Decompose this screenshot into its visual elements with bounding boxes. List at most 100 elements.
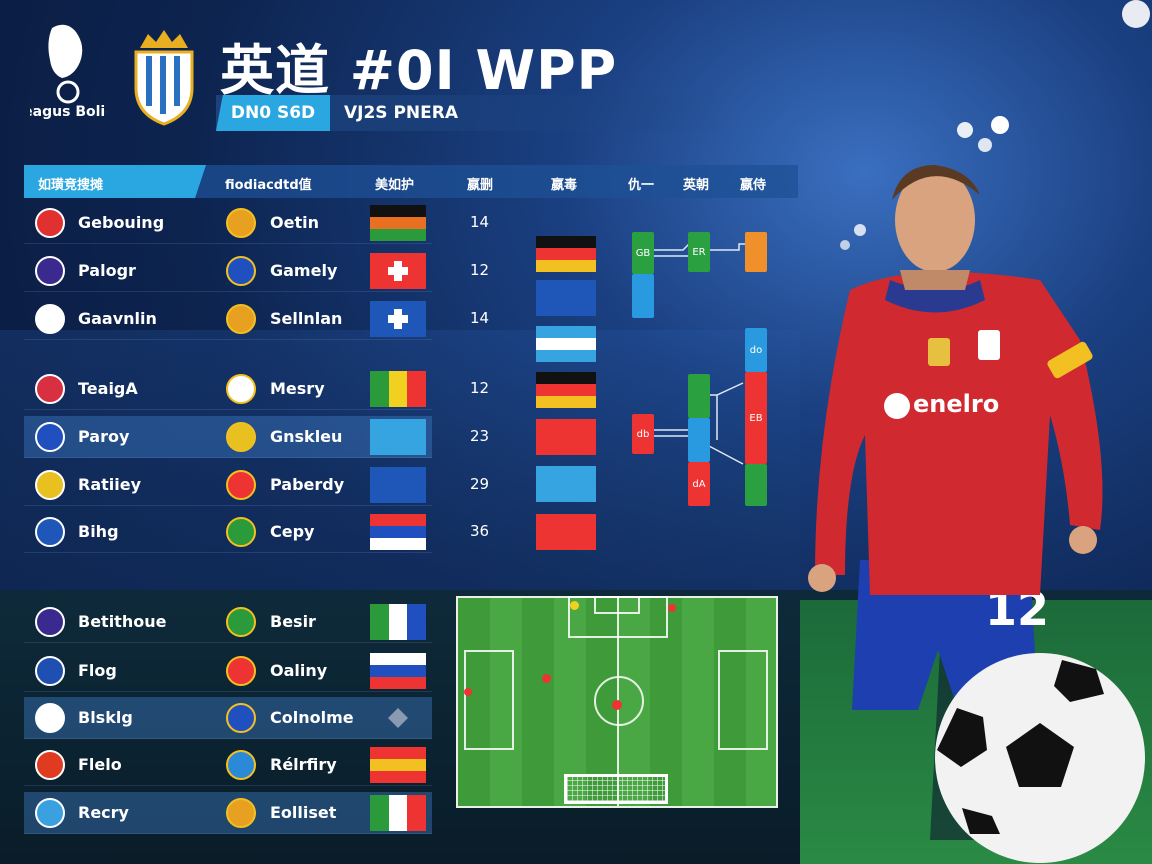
bracket-slot[interactable]: EB	[745, 372, 767, 464]
round-crest-icon	[35, 798, 65, 828]
round-crest-icon	[35, 470, 65, 500]
league-logo: Leagus Bolior	[30, 24, 106, 120]
flag-icon	[226, 470, 256, 500]
column-header[interactable]: 嬴侍	[740, 178, 767, 193]
country-flag-icon	[370, 253, 426, 289]
table-row[interactable]: Palogr Gamely 12	[24, 250, 489, 292]
round-crest-icon	[226, 422, 256, 452]
opponent-name[interactable]: Mesry	[270, 379, 325, 398]
opponent-name[interactable]: Gamely	[270, 261, 338, 280]
bracket-slot[interactable]	[632, 274, 654, 318]
shield-crest-icon	[35, 304, 65, 334]
round-crest-icon	[226, 750, 256, 780]
opponent-name[interactable]: Rélrfiry	[270, 755, 337, 774]
player-marker[interactable]	[612, 700, 622, 710]
formation-pitch[interactable]	[456, 596, 778, 808]
country-flag-icon	[370, 419, 426, 455]
opponent-name[interactable]: Oetin	[270, 213, 319, 232]
table-row[interactable]: Gaavnlin Sellnlan 14	[24, 298, 489, 340]
player-marker[interactable]	[668, 604, 676, 612]
england-crest-icon	[35, 703, 65, 733]
opponent-name[interactable]: Besir	[270, 612, 316, 631]
player-marker[interactable]	[542, 674, 551, 683]
score-value: 36	[470, 522, 490, 540]
team-name[interactable]: Flelo	[78, 755, 122, 774]
table-row[interactable]: Gebouing Oetin 14	[24, 202, 489, 244]
score-value: 12	[470, 261, 490, 279]
banner-secondary: VJ2S PNERA	[344, 103, 459, 123]
bracket-slot[interactable]	[745, 464, 767, 506]
team-name[interactable]: Ratiiey	[78, 475, 142, 494]
country-flag-icon	[370, 371, 427, 407]
bracket-slot[interactable]	[688, 374, 710, 418]
score-value: 14	[470, 213, 490, 231]
shield-crest-icon	[35, 256, 65, 286]
team-name[interactable]: Recry	[78, 803, 129, 822]
column-header[interactable]: 如璜竞搜摊	[38, 178, 104, 193]
table-row[interactable]: Flelo Rélrfiry	[24, 744, 432, 786]
stadium-lights	[840, 0, 1150, 250]
opponent-name[interactable]: Gnskleu	[270, 427, 343, 446]
soccer-ball-icon	[935, 653, 1145, 863]
column-header[interactable]: fiodiacdtd值	[225, 178, 312, 193]
column-header[interactable]: 英朝	[683, 178, 710, 193]
table-row[interactable]: Paroy Gnskleu 23	[24, 416, 489, 458]
opponent-name[interactable]: Paberdy	[270, 475, 345, 494]
square-crest-icon	[35, 517, 65, 547]
team-name[interactable]: Blsklg	[78, 708, 133, 727]
score-value: 29	[470, 475, 490, 493]
country-flag-icon	[370, 604, 427, 640]
team-name[interactable]: Gaavnlin	[78, 309, 157, 328]
column-header[interactable]: 嬴毒	[551, 178, 578, 193]
union-jack-icon	[226, 703, 256, 733]
bracket-slot[interactable]: GB	[632, 232, 654, 274]
table-row[interactable]: Betithoue Besir	[24, 601, 432, 643]
club-crest-logo	[134, 30, 194, 126]
union-jack-icon	[35, 422, 65, 452]
player-marker[interactable]	[570, 601, 579, 610]
team-name[interactable]: TeaigA	[78, 379, 138, 398]
opponent-name[interactable]: Cepy	[270, 522, 315, 541]
player-marker[interactable]	[464, 688, 472, 696]
country-flag-icon	[536, 236, 596, 272]
soccer-ball-icon	[226, 374, 256, 404]
country-flag-icon	[370, 301, 426, 337]
round-crest-icon	[35, 374, 65, 404]
country-flag-icon	[370, 700, 426, 736]
shield-crest-icon	[226, 208, 256, 238]
country-flag-icon	[370, 795, 427, 831]
column-header[interactable]: 美如护	[375, 178, 415, 193]
column-header[interactable]: 嬴删	[467, 178, 494, 193]
opponent-name[interactable]: Colnolme	[270, 708, 354, 727]
column-header[interactable]: 仇一	[628, 178, 655, 193]
shield-crest-icon	[35, 607, 65, 637]
team-name[interactable]: Flog	[78, 661, 117, 680]
bracket-label: do	[749, 344, 763, 356]
bracket-slot[interactable]: ER	[688, 232, 710, 272]
team-name[interactable]: Gebouing	[78, 213, 165, 232]
bracket-slot[interactable]: dA	[688, 462, 710, 506]
bracket-label: dA	[692, 478, 706, 490]
team-name[interactable]: Betithoue	[78, 612, 167, 631]
union-jack-icon	[226, 256, 256, 286]
team-name[interactable]: Paroy	[78, 427, 130, 446]
team-name[interactable]: Bihg	[78, 522, 119, 541]
bracket-slot[interactable]	[688, 418, 710, 462]
bracket-label: EB	[749, 412, 763, 424]
country-flag-icon	[536, 466, 596, 502]
score-value: 14	[470, 309, 490, 327]
opponent-name[interactable]: Sellnlan	[270, 309, 343, 328]
table-row[interactable]: TeaigA Mesry 12	[24, 368, 489, 410]
opponent-name[interactable]: Eolliset	[270, 803, 337, 822]
bracket-slot[interactable]: do	[745, 328, 767, 372]
team-name[interactable]: Palogr	[78, 261, 136, 280]
shield-crest-icon	[226, 304, 256, 334]
table-row[interactable]: Blsklg Colnolme	[24, 697, 432, 739]
table-row[interactable]: Recry Eolliset	[24, 792, 432, 834]
table-row[interactable]: Ratiiey Paberdy 29	[24, 464, 489, 506]
bracket-slot[interactable]	[745, 232, 767, 272]
opponent-name[interactable]: Oaliny	[270, 661, 328, 680]
bracket-slot[interactable]: db	[632, 414, 654, 454]
table-row[interactable]: Bihg Cepy 36	[24, 511, 489, 553]
table-row[interactable]: Flog Oaliny	[24, 650, 432, 692]
